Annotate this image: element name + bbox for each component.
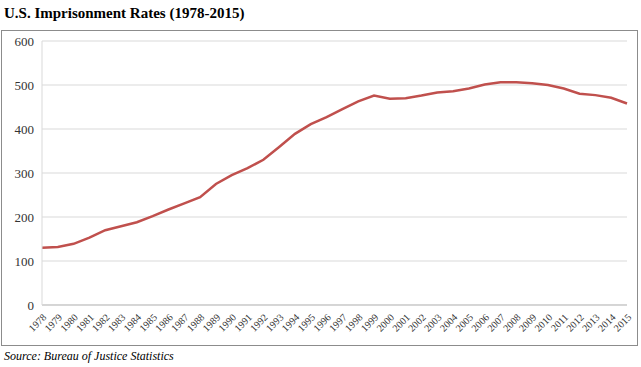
svg-text:2010: 2010 — [532, 311, 555, 334]
svg-text:1989: 1989 — [200, 311, 223, 334]
svg-text:2001: 2001 — [390, 311, 413, 334]
svg-text:1986: 1986 — [153, 311, 175, 334]
svg-text:1995: 1995 — [295, 311, 318, 334]
svg-text:1987: 1987 — [168, 311, 191, 334]
html-text:Source: Bureau of Justice Stat: Source: Bureau of Justice Statistics — [4, 349, 174, 363]
svg-text:2007: 2007 — [485, 311, 507, 334]
svg-text:2013: 2013 — [579, 311, 602, 334]
svg-text:1991: 1991 — [232, 311, 254, 334]
svg-text:400: 400 — [15, 122, 35, 137]
svg-text:600: 600 — [15, 34, 35, 49]
svg-text:1983: 1983 — [105, 311, 128, 334]
svg-text:2000: 2000 — [374, 311, 397, 334]
svg-text:2003: 2003 — [421, 311, 444, 334]
svg-text:1994: 1994 — [279, 311, 302, 334]
svg-text:0: 0 — [28, 298, 35, 313]
svg-text:2006: 2006 — [469, 311, 492, 334]
svg-text:2005: 2005 — [453, 311, 476, 334]
svg-text:2012: 2012 — [564, 311, 586, 334]
svg-text:1992: 1992 — [247, 311, 270, 334]
html-text:U.S. Imprisonment Rates (1978-: U.S. Imprisonment Rates (1978-2015) — [4, 5, 245, 21]
svg-text:1985: 1985 — [137, 311, 160, 334]
svg-text:1978: 1978 — [26, 311, 49, 334]
svg-text:100: 100 — [15, 254, 35, 269]
svg-text:2015: 2015 — [612, 312, 633, 334]
svg-text:1993: 1993 — [263, 311, 286, 334]
svg-text:2011: 2011 — [548, 311, 571, 334]
svg-text:1997: 1997 — [326, 311, 349, 334]
svg-text:2008: 2008 — [500, 311, 523, 334]
svg-text:2004: 2004 — [437, 311, 460, 334]
svg-text:2009: 2009 — [516, 311, 539, 334]
svg-text:1996: 1996 — [311, 311, 333, 334]
svg-text:1984: 1984 — [121, 311, 144, 334]
svg-text:2014: 2014 — [595, 311, 618, 334]
svg-text:500: 500 — [15, 78, 35, 93]
svg-text:200: 200 — [15, 210, 35, 225]
svg-text:1980: 1980 — [58, 311, 81, 334]
svg-text:2002: 2002 — [406, 311, 428, 334]
svg-text:1998: 1998 — [342, 311, 365, 334]
svg-text:1988: 1988 — [184, 311, 207, 334]
svg-text:300: 300 — [15, 166, 35, 181]
svg-text:1982: 1982 — [89, 311, 112, 334]
svg-text:1981: 1981 — [73, 311, 96, 334]
svg-text:1999: 1999 — [358, 311, 381, 334]
svg-text:1990: 1990 — [216, 311, 239, 334]
svg-text:1979: 1979 — [42, 311, 65, 334]
